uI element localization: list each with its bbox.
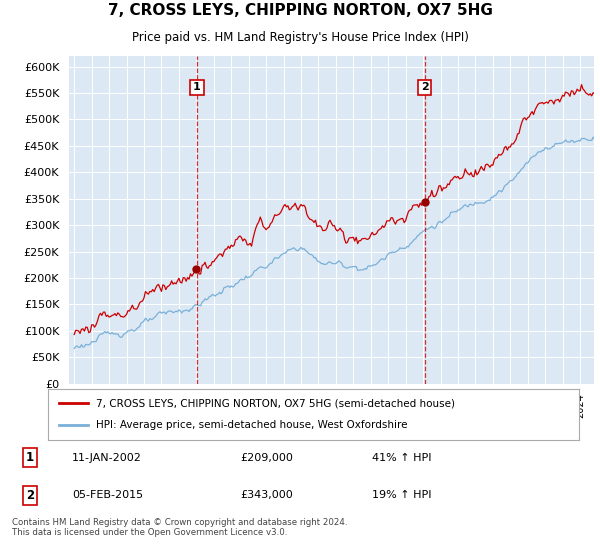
- Text: 7, CROSS LEYS, CHIPPING NORTON, OX7 5HG (semi-detached house): 7, CROSS LEYS, CHIPPING NORTON, OX7 5HG …: [96, 398, 455, 408]
- Text: 19% ↑ HPI: 19% ↑ HPI: [372, 491, 431, 500]
- Text: Contains HM Land Registry data © Crown copyright and database right 2024.
This d: Contains HM Land Registry data © Crown c…: [12, 518, 347, 538]
- Text: 7, CROSS LEYS, CHIPPING NORTON, OX7 5HG: 7, CROSS LEYS, CHIPPING NORTON, OX7 5HG: [107, 3, 493, 18]
- Text: 2: 2: [421, 82, 428, 92]
- Text: 2: 2: [26, 489, 34, 502]
- Text: 41% ↑ HPI: 41% ↑ HPI: [372, 452, 431, 463]
- Text: 1: 1: [193, 82, 201, 92]
- Text: 1: 1: [26, 451, 34, 464]
- Text: 11-JAN-2002: 11-JAN-2002: [72, 452, 142, 463]
- Text: Price paid vs. HM Land Registry's House Price Index (HPI): Price paid vs. HM Land Registry's House …: [131, 31, 469, 44]
- Text: 05-FEB-2015: 05-FEB-2015: [72, 491, 143, 500]
- Text: £343,000: £343,000: [240, 491, 293, 500]
- Text: £209,000: £209,000: [240, 452, 293, 463]
- Text: HPI: Average price, semi-detached house, West Oxfordshire: HPI: Average price, semi-detached house,…: [96, 421, 407, 431]
